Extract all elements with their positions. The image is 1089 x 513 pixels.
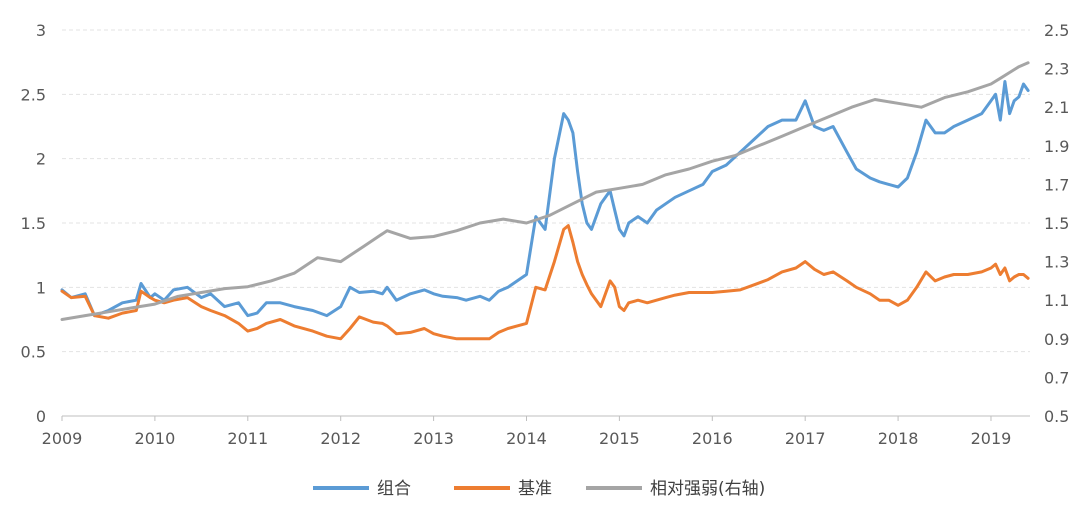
- legend-label-relative-strength: 相对强弱(右轴): [650, 479, 765, 499]
- x-tick-label: 2018: [878, 429, 919, 448]
- x-tick-label: 2016: [692, 429, 733, 448]
- x-tick-label: 2012: [320, 429, 361, 448]
- y2-tick-label: 2.5: [1044, 21, 1069, 40]
- legend-label-benchmark: 基准: [518, 479, 552, 499]
- y2-tick-label: 2.3: [1044, 60, 1069, 79]
- y2-tick-label: 0.7: [1044, 368, 1069, 387]
- series-line-portfolio: [60, 80, 1030, 318]
- y-tick-label: 1.5: [21, 214, 46, 233]
- series-lines: [60, 61, 1030, 341]
- x-tick-label: 2014: [506, 429, 547, 448]
- y2-tick-label: 2.1: [1044, 98, 1069, 117]
- series-line-benchmark: [60, 224, 1030, 341]
- series-line-relative-strength: [60, 61, 1030, 321]
- x-tick-label: 2017: [785, 429, 826, 448]
- gridlines: [62, 29, 1030, 353]
- x-tick-label: 2013: [413, 429, 454, 448]
- legend-label-portfolio: 组合: [377, 479, 411, 499]
- y2-tick-label: 0.9: [1044, 330, 1069, 349]
- legend: 组合 基准 相对强弱(右轴): [313, 479, 765, 499]
- y-tick-label: 2.5: [21, 85, 46, 104]
- x-tick-label: 2019: [971, 429, 1012, 448]
- y2-tick-label: 1.9: [1044, 137, 1069, 156]
- y2-tick-label: 1.5: [1044, 214, 1069, 233]
- y-tick-label: 2: [36, 150, 46, 169]
- y2-tick-label: 1.7: [1044, 175, 1069, 194]
- x-tick-label: 2009: [42, 429, 83, 448]
- y2-tick-label: 1.1: [1044, 291, 1069, 310]
- y2-tick-label: 1.3: [1044, 253, 1069, 272]
- y-tick-label: 1: [36, 278, 46, 297]
- y2-tick-label: 0.5: [1044, 407, 1069, 426]
- y-tick-label: 0: [36, 407, 46, 426]
- x-tick-label: 2015: [599, 429, 640, 448]
- y-tick-label: 3: [36, 21, 46, 40]
- y-tick-label: 0.5: [21, 343, 46, 362]
- axes: 0 0.5 1 1.5 2 2.5 3 0.5 0.7 0.9 1.1 1.3 1.5 1.7 1.9 2.1…: [21, 21, 1070, 448]
- x-tick-label: 2011: [227, 429, 268, 448]
- x-tick-label: 2010: [135, 429, 176, 448]
